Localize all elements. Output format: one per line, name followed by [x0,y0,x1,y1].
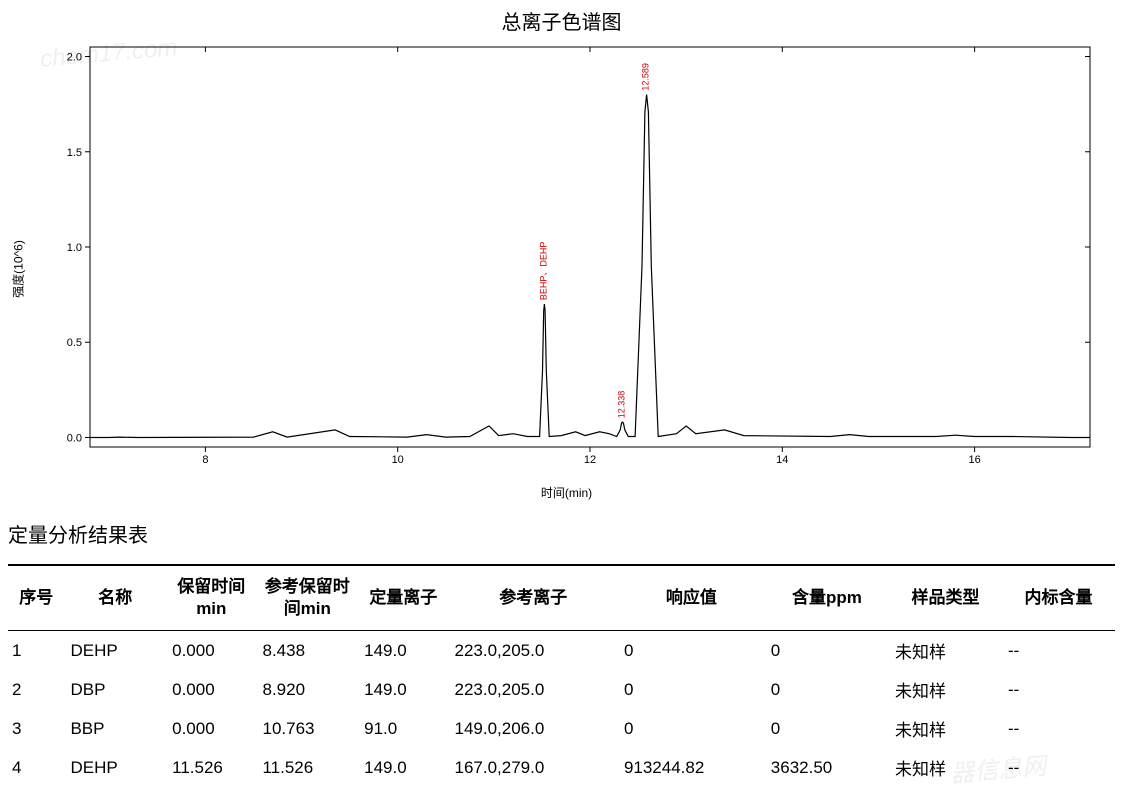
table-row: 4DEHP11.52611.526149.0167.0,279.0913244.… [8,748,1115,787]
col-header: 定量离子 [358,565,448,631]
table-cell: 149.0,206.0 [449,709,618,748]
svg-text:10: 10 [392,454,404,466]
x-axis-label: 时间(min) [30,484,1103,501]
svg-text:12.338: 12.338 [617,391,627,419]
svg-text:14: 14 [776,454,788,466]
svg-text:12: 12 [584,454,596,466]
svg-text:1.0: 1.0 [67,242,82,254]
table-body: 1DEHP0.0008.438149.0223.0,205.000未知样--2D… [8,631,1115,788]
table-cell: 223.0,205.0 [449,670,618,709]
table-cell: -- [1002,670,1115,709]
table-cell: -- [1002,709,1115,748]
table-cell: 913244.82 [618,748,765,787]
table-cell: DEHP [64,631,166,671]
table-cell: 4 [8,748,64,787]
table-row: 3BBP0.00010.76391.0149.0,206.000未知样-- [8,709,1115,748]
table-cell: 0 [618,631,765,671]
svg-text:BEHP、DEHP: BEHP、DEHP [538,242,548,301]
table-cell: 149.0 [358,631,448,671]
col-header: 响应值 [618,565,765,631]
svg-text:0.0: 0.0 [67,432,82,444]
chart-svg: 0.0 0.5 1.0 1.5 2.0 8 10 12 14 16 BEHP、DEHP 12.338 1… [30,37,1103,477]
col-header: 参考离子 [449,565,618,631]
table-cell: DEHP [64,748,166,787]
svg-text:8: 8 [202,454,208,466]
table-cell: 11.526 [256,748,358,787]
table-cell: 1 [8,631,64,671]
svg-text:2.0: 2.0 [67,52,82,64]
table-cell: 10.763 [256,709,358,748]
table-cell: 223.0,205.0 [449,631,618,671]
col-header: 含量ppm [765,565,889,631]
table-caption: 定量分析结果表 [8,519,1115,548]
table-cell: 8.920 [256,670,358,709]
table-cell: 149.0 [358,748,448,787]
table-cell: 2 [8,670,64,709]
table-cell: 3 [8,709,64,748]
table-cell: 0 [765,709,889,748]
table-cell: 未知样 [889,748,1002,787]
table-row: 2DBP0.0008.920149.0223.0,205.000未知样-- [8,670,1115,709]
table-cell: 0.000 [166,709,256,748]
table-cell: 未知样 [889,709,1002,748]
table-cell: 0.000 [166,670,256,709]
table-cell: 11.526 [166,748,256,787]
chart-title: 总离子色谱图 [0,0,1123,37]
table-cell: 未知样 [889,670,1002,709]
table-cell: 149.0 [358,670,448,709]
col-header: 参考保留时间min [256,565,358,631]
table-cell: -- [1002,748,1115,787]
table-cell: 0 [618,670,765,709]
table-cell: 3632.50 [765,748,889,787]
svg-text:0.5: 0.5 [67,337,82,349]
results-table: 序号名称保留时间min参考保留时间min定量离子参考离子响应值含量ppm样品类型… [8,564,1115,787]
table-cell: 未知样 [889,631,1002,671]
table-cell: DBP [64,670,166,709]
col-header: 名称 [64,565,166,631]
table-cell: 0 [765,631,889,671]
table-cell: 0 [618,709,765,748]
y-axis-label: 强度(10^6) [10,240,27,298]
svg-text:1.5: 1.5 [67,147,82,159]
table-header-row: 序号名称保留时间min参考保留时间min定量离子参考离子响应值含量ppm样品类型… [8,565,1115,631]
table-cell: 167.0,279.0 [449,748,618,787]
table-row: 1DEHP0.0008.438149.0223.0,205.000未知样-- [8,631,1115,671]
svg-text:16: 16 [968,454,980,466]
svg-text:12.589: 12.589 [641,63,651,91]
table-cell: 0.000 [166,631,256,671]
col-header: 样品类型 [889,565,1002,631]
table-cell: BBP [64,709,166,748]
table-cell: -- [1002,631,1115,671]
results-table-section: 定量分析结果表 序号名称保留时间min参考保留时间min定量离子参考离子响应值含… [8,519,1115,787]
chromatogram-chart: 强度(10^6) 0.00.51.01.52.0810121416BEHP、DE… [30,37,1103,501]
col-header: 序号 [8,565,64,631]
table-cell: 91.0 [358,709,448,748]
col-header: 保留时间min [166,565,256,631]
col-header: 内标含量 [1002,565,1115,631]
table-cell: 8.438 [256,631,358,671]
table-cell: 0 [765,670,889,709]
